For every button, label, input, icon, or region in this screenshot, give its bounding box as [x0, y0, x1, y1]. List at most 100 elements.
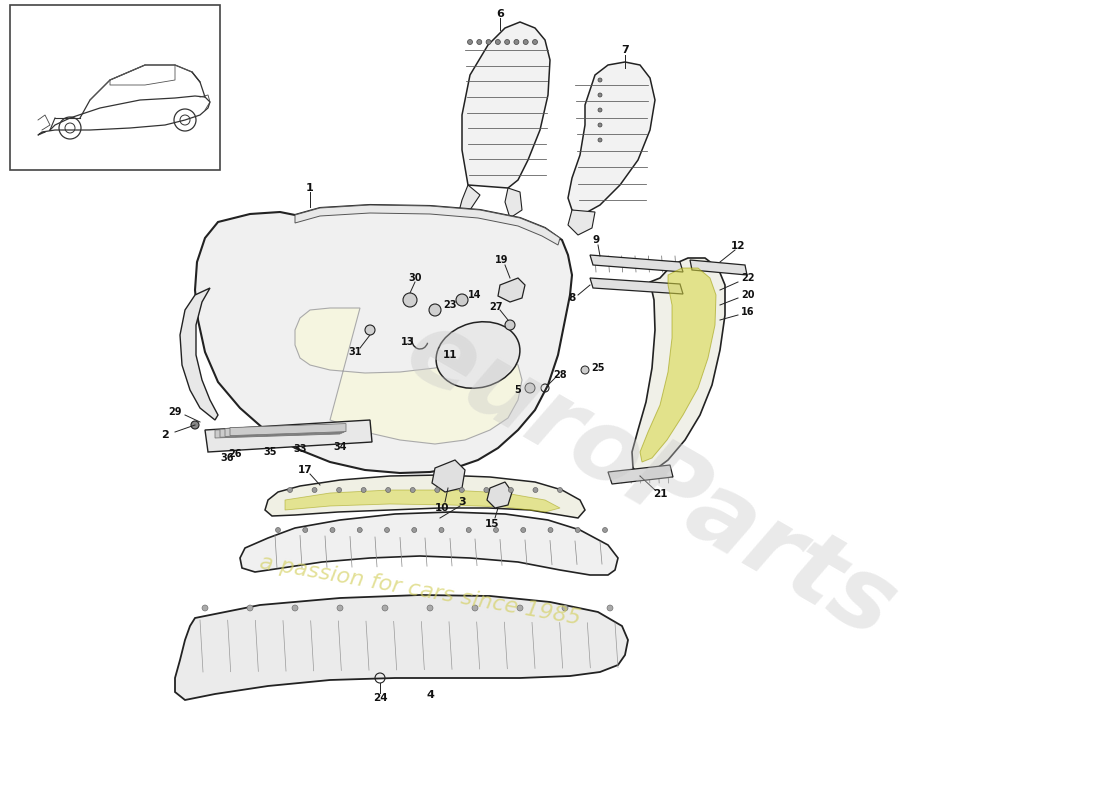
- Circle shape: [330, 527, 336, 533]
- Text: 33: 33: [294, 444, 307, 454]
- Circle shape: [598, 108, 602, 112]
- Text: 15: 15: [485, 519, 499, 529]
- Circle shape: [524, 39, 528, 45]
- Circle shape: [476, 39, 482, 45]
- Polygon shape: [285, 490, 560, 512]
- Circle shape: [484, 487, 488, 493]
- Text: 6: 6: [496, 9, 504, 19]
- Ellipse shape: [436, 322, 520, 388]
- Circle shape: [472, 605, 478, 611]
- Polygon shape: [180, 288, 218, 420]
- Text: 22: 22: [741, 273, 755, 283]
- Circle shape: [429, 304, 441, 316]
- Polygon shape: [505, 188, 522, 218]
- Circle shape: [548, 527, 553, 533]
- Circle shape: [525, 383, 535, 393]
- Circle shape: [495, 39, 500, 45]
- Text: 31: 31: [349, 347, 362, 357]
- Polygon shape: [498, 278, 525, 302]
- Text: 28: 28: [553, 370, 566, 380]
- Circle shape: [575, 527, 581, 533]
- Circle shape: [505, 39, 509, 45]
- Polygon shape: [265, 475, 585, 518]
- Circle shape: [581, 366, 589, 374]
- Polygon shape: [295, 308, 522, 444]
- Text: 8: 8: [569, 293, 575, 303]
- Circle shape: [248, 605, 253, 611]
- Polygon shape: [195, 205, 572, 473]
- Polygon shape: [226, 424, 344, 437]
- Circle shape: [382, 605, 388, 611]
- Circle shape: [410, 487, 415, 493]
- Circle shape: [427, 605, 433, 611]
- Circle shape: [520, 527, 526, 533]
- Text: 26: 26: [229, 449, 242, 459]
- Text: 25: 25: [592, 363, 605, 373]
- Circle shape: [337, 487, 342, 493]
- Circle shape: [603, 527, 607, 533]
- Text: 20: 20: [741, 290, 755, 300]
- Circle shape: [466, 527, 471, 533]
- Circle shape: [202, 605, 208, 611]
- Text: 7: 7: [621, 45, 629, 55]
- Bar: [10, 5, 220, 170]
- Polygon shape: [458, 185, 480, 215]
- Text: 35: 35: [263, 447, 277, 457]
- Circle shape: [517, 605, 522, 611]
- Circle shape: [505, 320, 515, 330]
- Polygon shape: [220, 426, 342, 437]
- Circle shape: [558, 487, 562, 493]
- Circle shape: [532, 39, 538, 45]
- Text: euroParts: euroParts: [388, 301, 912, 659]
- Circle shape: [365, 325, 375, 335]
- Circle shape: [434, 487, 440, 493]
- Text: 9: 9: [593, 235, 600, 245]
- Circle shape: [598, 93, 602, 97]
- Polygon shape: [568, 62, 654, 215]
- Circle shape: [460, 487, 464, 493]
- Circle shape: [598, 138, 602, 142]
- Text: 36: 36: [220, 453, 233, 463]
- Polygon shape: [590, 255, 683, 272]
- Polygon shape: [214, 426, 340, 438]
- Circle shape: [411, 527, 417, 533]
- Polygon shape: [690, 260, 747, 275]
- Circle shape: [191, 421, 199, 429]
- Polygon shape: [240, 512, 618, 575]
- Circle shape: [534, 487, 538, 493]
- Circle shape: [358, 527, 362, 533]
- Polygon shape: [487, 482, 512, 508]
- Circle shape: [403, 293, 417, 307]
- Polygon shape: [632, 258, 725, 475]
- Polygon shape: [640, 268, 716, 462]
- Text: 3: 3: [459, 497, 465, 507]
- Polygon shape: [230, 424, 346, 435]
- Polygon shape: [462, 22, 550, 188]
- Text: a passion for cars since 1985: a passion for cars since 1985: [257, 552, 582, 628]
- Circle shape: [302, 527, 308, 533]
- Text: 14: 14: [469, 290, 482, 300]
- Circle shape: [312, 487, 317, 493]
- Circle shape: [361, 487, 366, 493]
- Circle shape: [562, 605, 568, 611]
- Polygon shape: [175, 595, 628, 700]
- Text: 29: 29: [168, 407, 182, 417]
- Text: 16: 16: [741, 307, 755, 317]
- Circle shape: [275, 527, 280, 533]
- Text: 21: 21: [652, 489, 668, 499]
- Text: 12: 12: [730, 241, 746, 251]
- Text: 1: 1: [306, 183, 313, 193]
- Circle shape: [287, 487, 293, 493]
- Text: 23: 23: [443, 300, 456, 310]
- Text: 30: 30: [408, 273, 421, 283]
- Polygon shape: [432, 460, 465, 492]
- Circle shape: [292, 605, 298, 611]
- Polygon shape: [295, 205, 560, 245]
- Circle shape: [468, 39, 473, 45]
- Text: 24: 24: [373, 693, 387, 703]
- Circle shape: [439, 527, 444, 533]
- Circle shape: [598, 123, 602, 127]
- Circle shape: [598, 78, 602, 82]
- Polygon shape: [568, 210, 595, 235]
- Text: 34: 34: [333, 442, 346, 452]
